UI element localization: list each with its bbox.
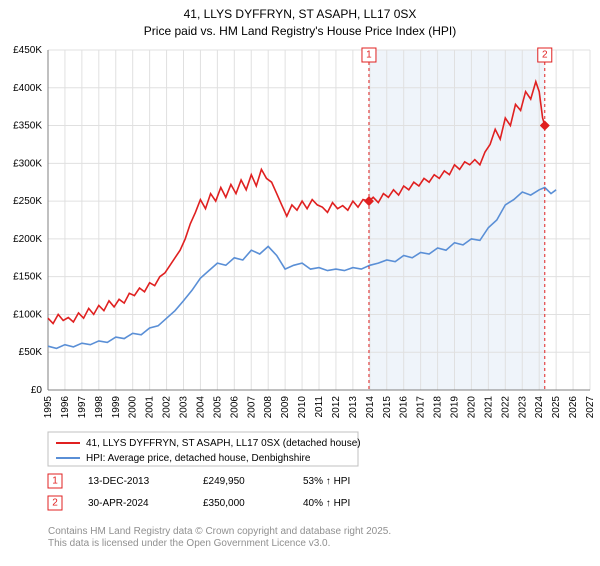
x-tick-label: 2013 xyxy=(348,395,359,418)
x-tick-label: 2016 xyxy=(399,395,410,418)
x-tick-label: 1999 xyxy=(111,395,122,418)
x-tick-label: 2007 xyxy=(246,395,257,418)
legend-label: HPI: Average price, detached house, Denb… xyxy=(86,453,311,464)
x-tick-label: 1997 xyxy=(77,395,88,418)
x-tick-label: 2018 xyxy=(433,395,444,418)
shade-region xyxy=(369,50,545,390)
x-tick-label: 2008 xyxy=(263,395,274,418)
x-tick-label: 2027 xyxy=(585,395,596,418)
title-line1: 41, LLYS DYFFRYN, ST ASAPH, LL17 0SX xyxy=(0,6,600,23)
txn-date: 13-DEC-2013 xyxy=(88,476,150,487)
y-tick-label: £200K xyxy=(13,233,42,244)
y-tick-label: £450K xyxy=(13,45,42,56)
chart-title: 41, LLYS DYFFRYN, ST ASAPH, LL17 0SX Pri… xyxy=(0,6,600,40)
x-tick-label: 2019 xyxy=(450,395,461,418)
y-tick-label: £250K xyxy=(13,196,42,207)
x-tick-label: 1995 xyxy=(43,395,54,418)
x-tick-label: 2005 xyxy=(212,395,223,418)
legend-label: 41, LLYS DYFFRYN, ST ASAPH, LL17 0SX (de… xyxy=(86,438,361,449)
x-tick-label: 2026 xyxy=(568,395,579,418)
x-tick-label: 2014 xyxy=(365,395,376,418)
x-tick-label: 2001 xyxy=(145,395,156,418)
x-tick-label: 2006 xyxy=(229,395,240,418)
x-tick-label: 2000 xyxy=(128,395,139,418)
x-tick-label: 1998 xyxy=(94,395,105,418)
x-tick-label: 1996 xyxy=(60,395,71,418)
x-tick-label: 2012 xyxy=(331,395,342,418)
x-tick-label: 2015 xyxy=(382,395,393,418)
x-tick-label: 2004 xyxy=(195,395,206,418)
txn-price: £249,950 xyxy=(203,476,245,487)
x-tick-label: 2025 xyxy=(551,395,562,418)
txn-date: 30-APR-2024 xyxy=(88,498,149,509)
y-tick-label: £50K xyxy=(19,347,43,358)
y-tick-label: £400K xyxy=(13,82,42,93)
price-chart: £0 £50K £100K £150K £200K £250K £300K £350K £400… xyxy=(0,40,600,560)
txn-delta: 40% ↑ HPI xyxy=(303,498,350,509)
txn-marker-num-1: 1 xyxy=(52,475,58,486)
y-tick-label: £150K xyxy=(13,271,42,282)
x-tick-label: 2024 xyxy=(534,395,545,418)
y-tick-label: £350K xyxy=(13,120,42,131)
x-tick-label: 2010 xyxy=(297,395,308,418)
y-tick-label: £100K xyxy=(13,309,42,320)
marker-num-top-2: 2 xyxy=(542,49,548,60)
txn-price: £350,000 xyxy=(203,498,245,509)
x-tick-label: 2002 xyxy=(162,395,173,418)
x-tick-label: 2022 xyxy=(500,395,511,418)
x-tick-label: 2003 xyxy=(179,395,190,418)
title-line2: Price paid vs. HM Land Registry's House … xyxy=(0,23,600,40)
x-tick-label: 2020 xyxy=(466,395,477,418)
x-tick-label: 2011 xyxy=(314,395,325,417)
x-tick-label: 2023 xyxy=(517,395,528,418)
txn-marker-num-2: 2 xyxy=(52,497,58,508)
txn-delta: 53% ↑ HPI xyxy=(303,476,350,487)
footer-line1: Contains HM Land Registry data © Crown c… xyxy=(48,526,391,537)
x-tick-label: 2009 xyxy=(280,395,291,418)
y-tick-label: £300K xyxy=(13,158,42,169)
y-tick-label: £0 xyxy=(31,385,43,396)
x-tick-label: 2017 xyxy=(416,395,427,418)
x-tick-label: 2021 xyxy=(483,395,494,418)
marker-num-top-1: 1 xyxy=(366,49,372,60)
footer-line2: This data is licensed under the Open Gov… xyxy=(48,538,330,549)
